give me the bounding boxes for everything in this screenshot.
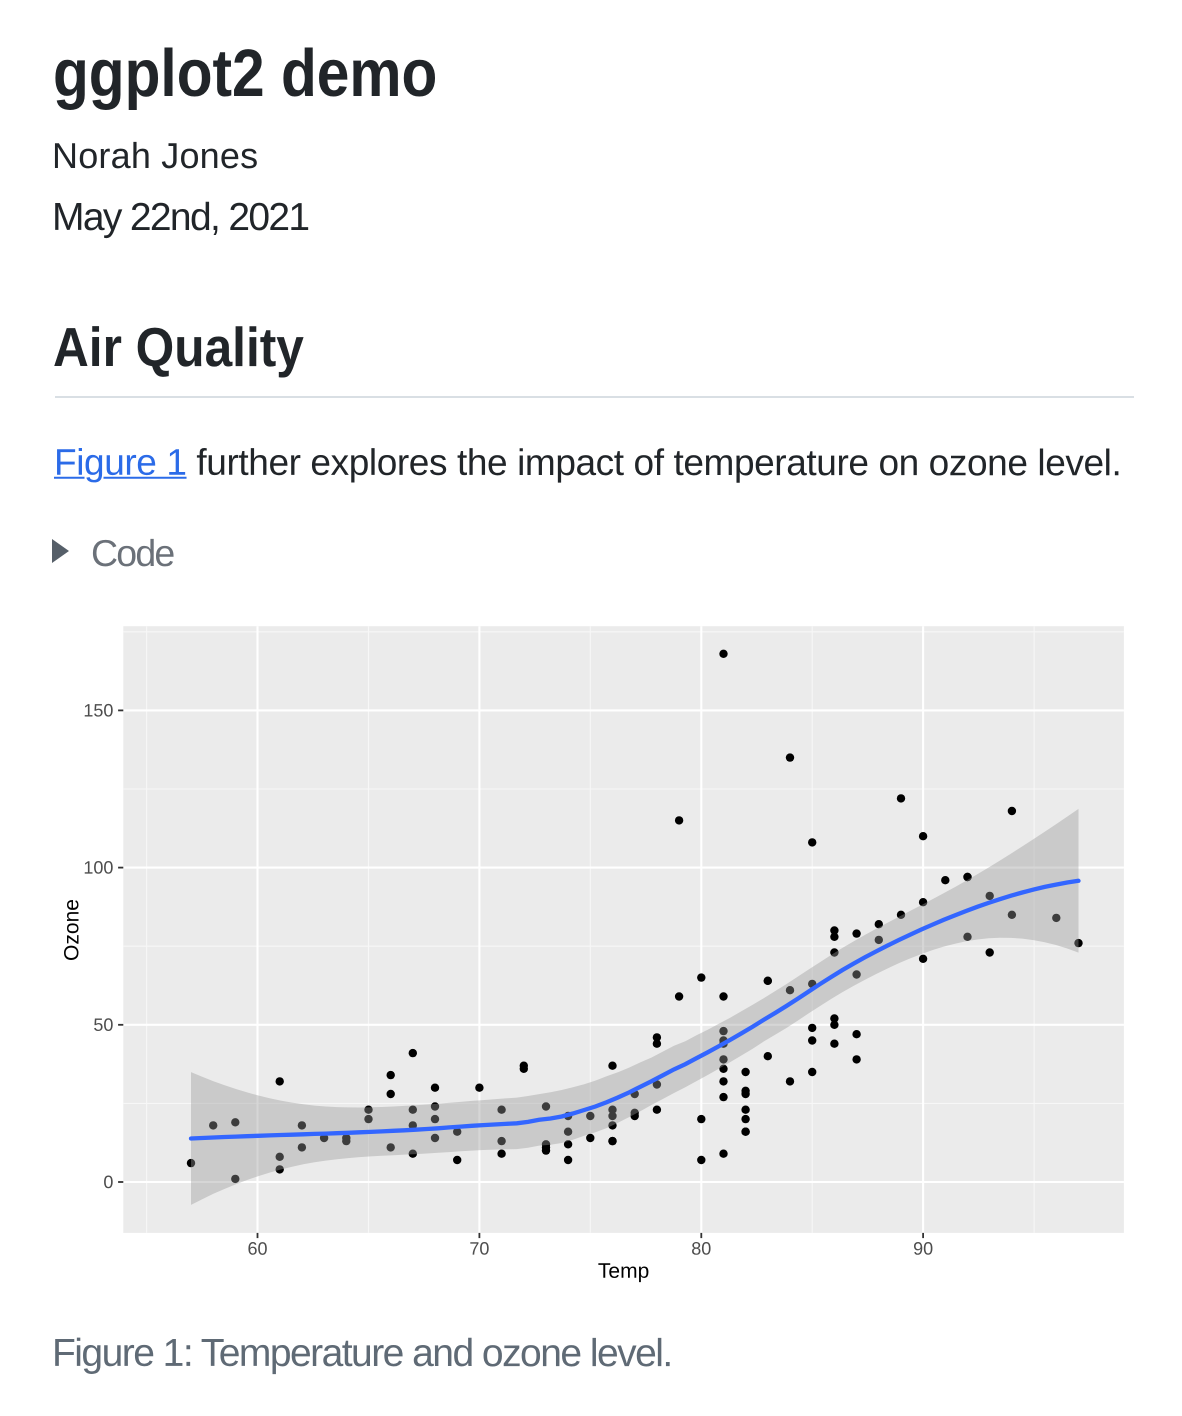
svg-text:50: 50 bbox=[93, 1015, 113, 1035]
svg-text:Ozone: Ozone bbox=[60, 899, 83, 961]
svg-text:Temp: Temp bbox=[598, 1260, 649, 1283]
svg-text:100: 100 bbox=[83, 858, 113, 878]
svg-text:150: 150 bbox=[83, 700, 113, 720]
svg-text:90: 90 bbox=[913, 1239, 933, 1259]
svg-text:0: 0 bbox=[103, 1172, 113, 1192]
svg-text:60: 60 bbox=[247, 1239, 267, 1259]
svg-text:80: 80 bbox=[691, 1239, 711, 1259]
svg-text:70: 70 bbox=[469, 1239, 489, 1259]
